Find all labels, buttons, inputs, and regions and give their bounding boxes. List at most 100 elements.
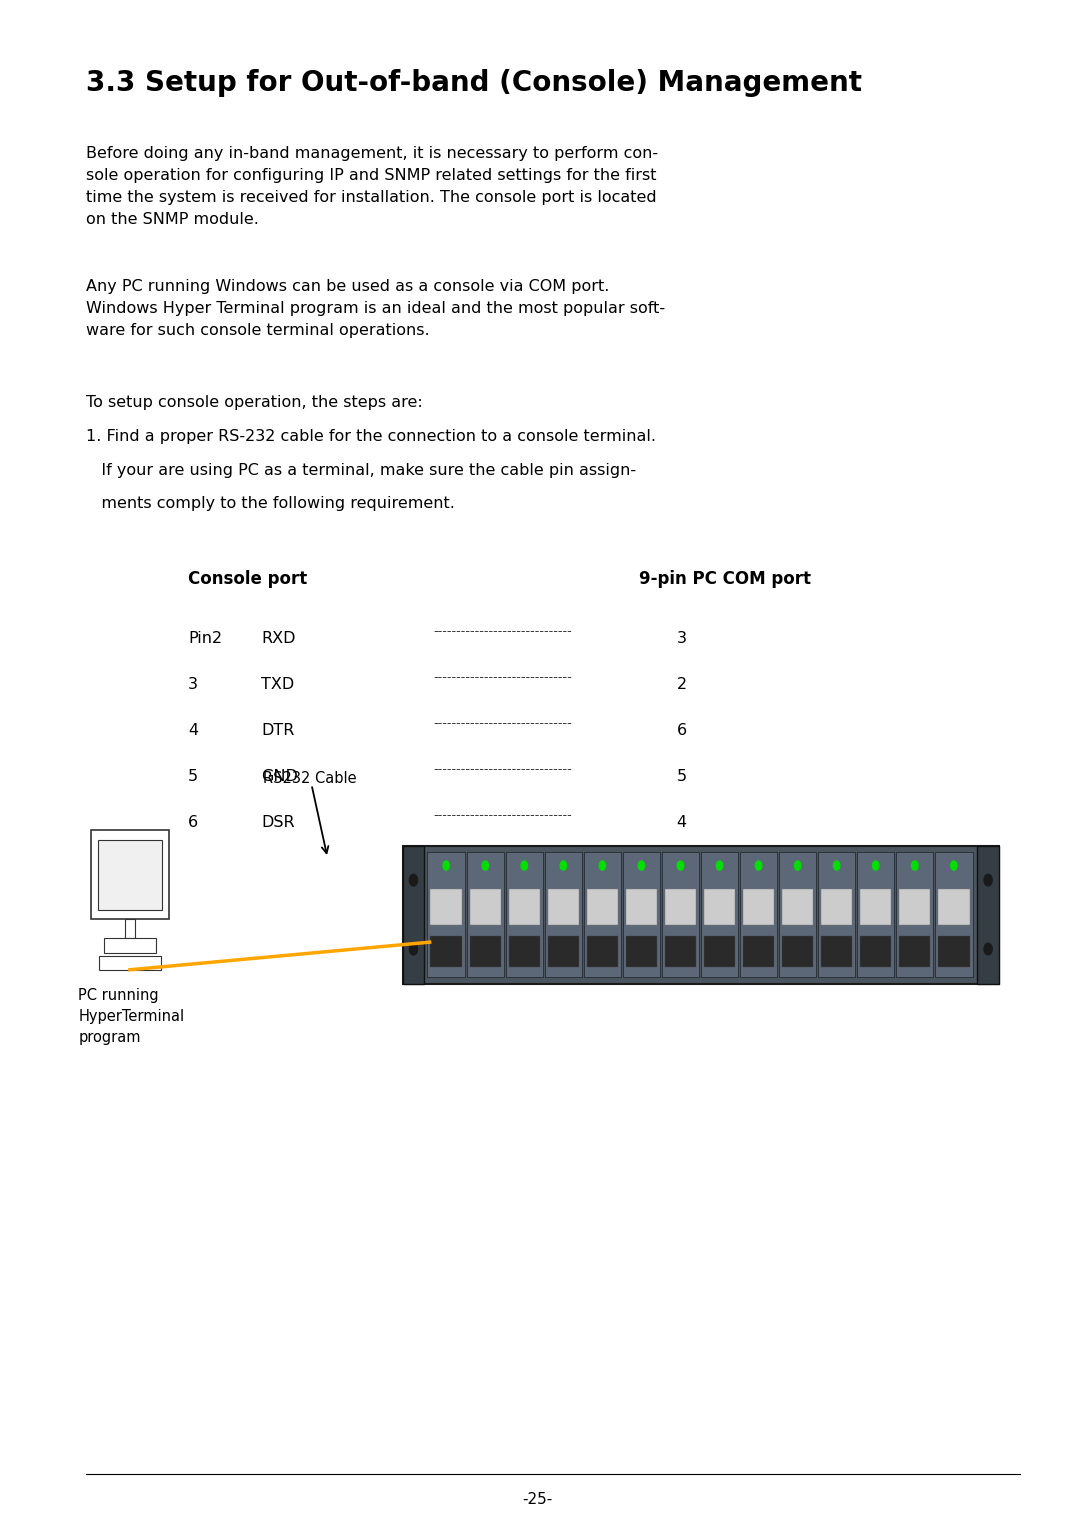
Bar (544, 852, 582, 977)
Text: RXD: RXD (261, 631, 296, 647)
Bar (98, 956, 161, 970)
Bar (701, 852, 739, 977)
Circle shape (834, 861, 840, 870)
Text: Console port: Console port (188, 570, 307, 588)
Text: GND: GND (261, 769, 298, 784)
Bar (860, 936, 891, 967)
Bar (124, 919, 135, 938)
Text: DSR: DSR (261, 815, 295, 830)
Text: Any PC running Windows can be used as a console via COM port.
Windows Hyper Term: Any PC running Windows can be used as a … (86, 279, 665, 339)
Text: 4: 4 (188, 723, 198, 738)
Bar (403, 846, 999, 984)
Circle shape (984, 875, 993, 885)
Circle shape (716, 861, 723, 870)
Bar (821, 936, 852, 967)
Bar (860, 890, 891, 925)
Circle shape (443, 861, 449, 870)
Bar (779, 852, 816, 977)
Text: 3.3 Setup for Out-of-band (Console) Management: 3.3 Setup for Out-of-band (Console) Mana… (86, 69, 862, 97)
Bar (740, 852, 778, 977)
Bar (623, 852, 660, 977)
Text: ------------------------------: ------------------------------ (433, 763, 572, 775)
Text: TXD: TXD (261, 677, 294, 692)
Text: DTR: DTR (261, 723, 295, 738)
Text: 3: 3 (677, 631, 687, 647)
Text: 2: 2 (677, 677, 687, 692)
Bar (899, 890, 931, 925)
Circle shape (599, 861, 606, 870)
Bar (896, 852, 933, 977)
Text: 4: 4 (677, 815, 687, 830)
Bar (104, 938, 156, 953)
Text: 3: 3 (188, 677, 198, 692)
Bar (548, 936, 579, 967)
Bar (586, 936, 618, 967)
Bar (821, 890, 852, 925)
Text: Pin2: Pin2 (188, 631, 222, 647)
Text: RS232 Cable: RS232 Cable (264, 771, 356, 786)
Bar (704, 890, 735, 925)
Text: 6: 6 (677, 723, 687, 738)
Bar (431, 890, 462, 925)
Text: Before doing any in-band management, it is necessary to perform con-
sole operat: Before doing any in-band management, it … (86, 146, 658, 227)
Circle shape (561, 861, 567, 870)
Circle shape (409, 944, 418, 954)
Text: ments comply to the following requirement.: ments comply to the following requiremen… (86, 496, 455, 512)
Bar (583, 852, 621, 977)
Bar (509, 936, 540, 967)
Bar (935, 852, 973, 977)
Circle shape (984, 944, 993, 954)
Bar (548, 890, 579, 925)
Circle shape (409, 875, 418, 885)
Bar (665, 936, 697, 967)
Bar (509, 890, 540, 925)
Bar (505, 852, 543, 977)
Circle shape (482, 861, 488, 870)
Bar (665, 890, 697, 925)
Bar (625, 936, 657, 967)
Bar (431, 936, 462, 967)
Bar (92, 830, 168, 919)
Bar (782, 890, 813, 925)
Text: 5: 5 (188, 769, 198, 784)
Circle shape (755, 861, 761, 870)
Bar (470, 890, 501, 925)
Bar (662, 852, 699, 977)
Bar (939, 890, 970, 925)
Text: 9-pin PC COM port: 9-pin PC COM port (639, 570, 811, 588)
Text: 1. Find a proper RS-232 cable for the connection to a console terminal.: 1. Find a proper RS-232 cable for the co… (86, 429, 656, 444)
Text: ------------------------------: ------------------------------ (433, 671, 572, 683)
Circle shape (521, 861, 527, 870)
Text: -25-: -25- (522, 1492, 552, 1507)
Circle shape (638, 861, 645, 870)
Text: PC running
HyperTerminal
program: PC running HyperTerminal program (79, 988, 185, 1045)
Bar (97, 840, 162, 910)
Bar (818, 852, 855, 977)
Bar (586, 890, 618, 925)
Text: To setup console operation, the steps are:: To setup console operation, the steps ar… (86, 395, 422, 411)
Circle shape (677, 861, 684, 870)
Text: 5: 5 (677, 769, 687, 784)
Bar (743, 936, 774, 967)
Bar (470, 936, 501, 967)
Text: If your are using PC as a terminal, make sure the cable pin assign-: If your are using PC as a terminal, make… (86, 463, 636, 478)
Bar (939, 936, 970, 967)
Circle shape (795, 861, 801, 870)
Bar (403, 846, 424, 984)
Bar (743, 890, 774, 925)
Text: ------------------------------: ------------------------------ (433, 809, 572, 821)
Circle shape (912, 861, 918, 870)
Bar (704, 936, 735, 967)
Circle shape (873, 861, 879, 870)
Bar (858, 852, 894, 977)
Bar (899, 936, 931, 967)
Bar (428, 852, 464, 977)
Bar (782, 936, 813, 967)
Bar (467, 852, 504, 977)
Circle shape (950, 861, 957, 870)
Bar (625, 890, 657, 925)
Text: ------------------------------: ------------------------------ (433, 717, 572, 729)
Text: 6: 6 (188, 815, 198, 830)
Bar (977, 846, 999, 984)
Text: ------------------------------: ------------------------------ (433, 625, 572, 637)
